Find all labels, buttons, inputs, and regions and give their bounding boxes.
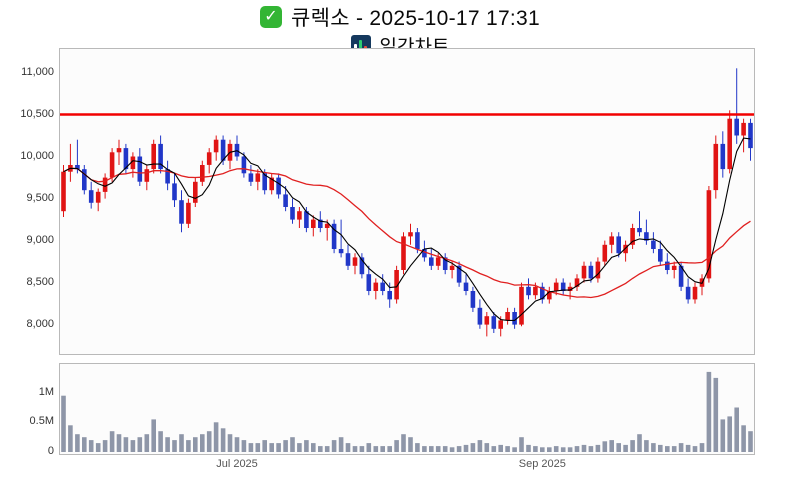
volume-chart-panel bbox=[59, 363, 755, 455]
volume-axis-label: 1M bbox=[38, 385, 54, 398]
page-title: 큐렉소 - 2025-10-17 17:31 bbox=[290, 7, 541, 30]
price-chart-canvas bbox=[60, 68, 754, 337]
price-axis-label: 8,500 bbox=[26, 275, 54, 288]
volume-chart-canvas bbox=[61, 371, 753, 452]
check-icon: ✓ bbox=[259, 6, 282, 28]
price-axis-label: 10,500 bbox=[20, 107, 54, 120]
title-line: ✓ 큐렉소 - 2025-10-17 17:31 bbox=[0, 3, 800, 31]
price-axis-label: 10,000 bbox=[20, 149, 54, 162]
price-axis-label: 9,500 bbox=[26, 191, 54, 204]
date-axis-label: Jul 2025 bbox=[216, 458, 258, 470]
volume-axis-label: 0.5M bbox=[29, 415, 54, 428]
price-axis-label: 8,000 bbox=[26, 317, 54, 330]
price-chart-panel bbox=[59, 48, 755, 355]
date-axis-label: Sep 2025 bbox=[518, 458, 566, 470]
price-axis-label: 11,000 bbox=[21, 65, 54, 78]
price-axis-label: 9,000 bbox=[26, 233, 54, 246]
volume-axis-label: 0 bbox=[47, 445, 54, 457]
